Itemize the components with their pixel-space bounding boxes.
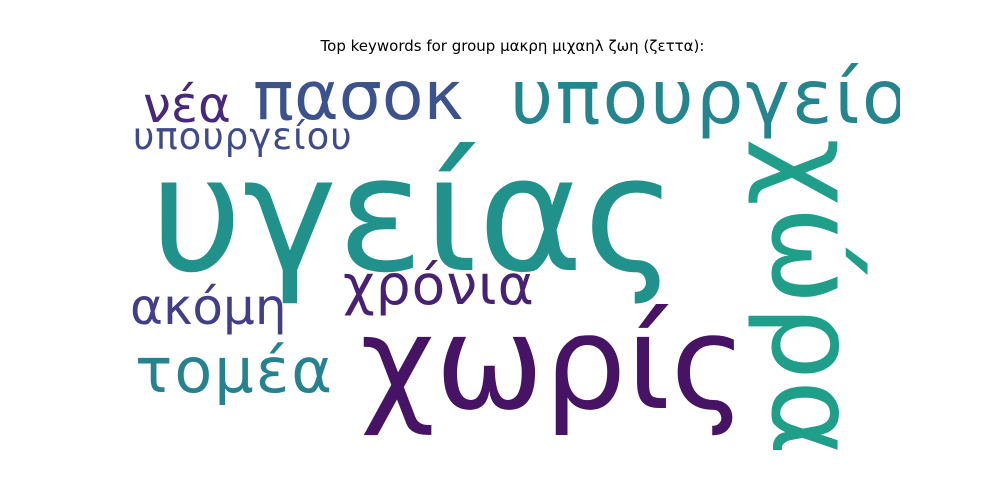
word-cloud: νέα πασοκ υπουργείο υπουργείου υγείας χρ… bbox=[125, 60, 900, 450]
word-nea: νέα bbox=[143, 76, 231, 134]
word-xoris: χωρίς bbox=[360, 287, 747, 439]
word-ypourgeiou: υπουργείου bbox=[133, 115, 353, 158]
word-pasok: πασοκ bbox=[253, 60, 464, 136]
figure-title: Top keywords for group μακρη μιχαηλ ζωη … bbox=[320, 37, 705, 55]
word-ygeias: υγείας bbox=[150, 121, 678, 308]
word-xronia: χρόνια bbox=[343, 253, 535, 317]
word-akomi: ακόμη bbox=[130, 278, 287, 336]
word-xora: χώρα bbox=[745, 138, 883, 450]
word-ypourgeio: υπουργείο bbox=[510, 60, 900, 141]
word-tomea: τομέα bbox=[135, 334, 335, 407]
